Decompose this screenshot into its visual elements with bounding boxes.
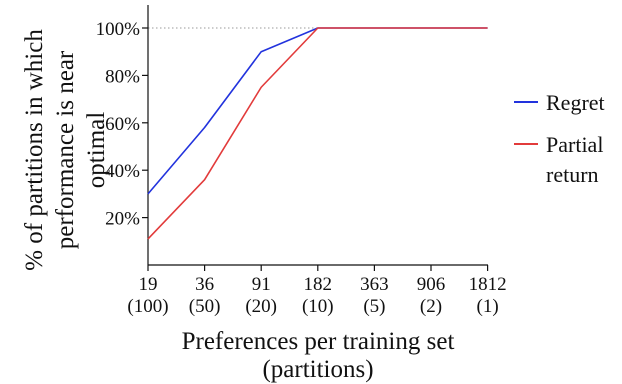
- y-tick-labels: 20% 40% 60% 80% 100%: [96, 19, 141, 230]
- x-axis-title-line: (partitions): [262, 356, 373, 383]
- y-tick-label: 60%: [105, 114, 140, 135]
- y-axis-title: % of partitions in which performance is n…: [21, 29, 110, 271]
- x-tick-sublabel: (100): [127, 296, 168, 317]
- y-axis-title-line: optimal: [83, 112, 110, 188]
- x-tick-sublabel: (5): [363, 296, 385, 317]
- series-line-partial-return: [147, 27, 488, 240]
- x-tick-label: 91: [252, 274, 271, 295]
- series-line-regret: [147, 27, 488, 195]
- y-tick-label: 80%: [105, 66, 140, 87]
- y-axis-title-line: performance is near: [52, 50, 79, 249]
- legend-label: return: [546, 162, 599, 187]
- x-tick-sublabel: (20): [245, 296, 277, 317]
- y-tick-label: 100%: [96, 19, 141, 40]
- x-tick-label: 182: [304, 274, 333, 295]
- y-tick-label: 40%: [105, 161, 140, 182]
- x-tick-sublabel: (50): [189, 296, 221, 317]
- x-tick-sublabel: (2): [420, 296, 442, 317]
- series-layer: [147, 27, 488, 240]
- y-axis-title-line: % of partitions in which: [21, 29, 48, 271]
- x-tick-label: 36: [195, 274, 214, 295]
- y-tick-label: 20%: [105, 209, 140, 230]
- axes: [142, 5, 489, 271]
- x-tick-label: 363: [360, 274, 389, 295]
- x-axis-title-line: Preferences per training set: [182, 328, 455, 355]
- x-tick-label: 19: [139, 274, 158, 295]
- legend-label: Regret: [546, 90, 605, 115]
- legend-label: Partial: [546, 132, 603, 157]
- x-tick-label: 906: [417, 274, 446, 295]
- legend: Regret Partial return: [514, 90, 605, 187]
- x-tick-sublabel: (10): [302, 296, 334, 317]
- x-tick-labels: 19(100) 36(50) 91(20) 182(10) 363(5) 906(2) 18…: [127, 274, 506, 317]
- x-tick-label: 1812: [469, 274, 507, 295]
- x-tick-sublabel: (1): [477, 296, 499, 317]
- x-axis-title: Preferences per training set(partitions): [182, 328, 455, 383]
